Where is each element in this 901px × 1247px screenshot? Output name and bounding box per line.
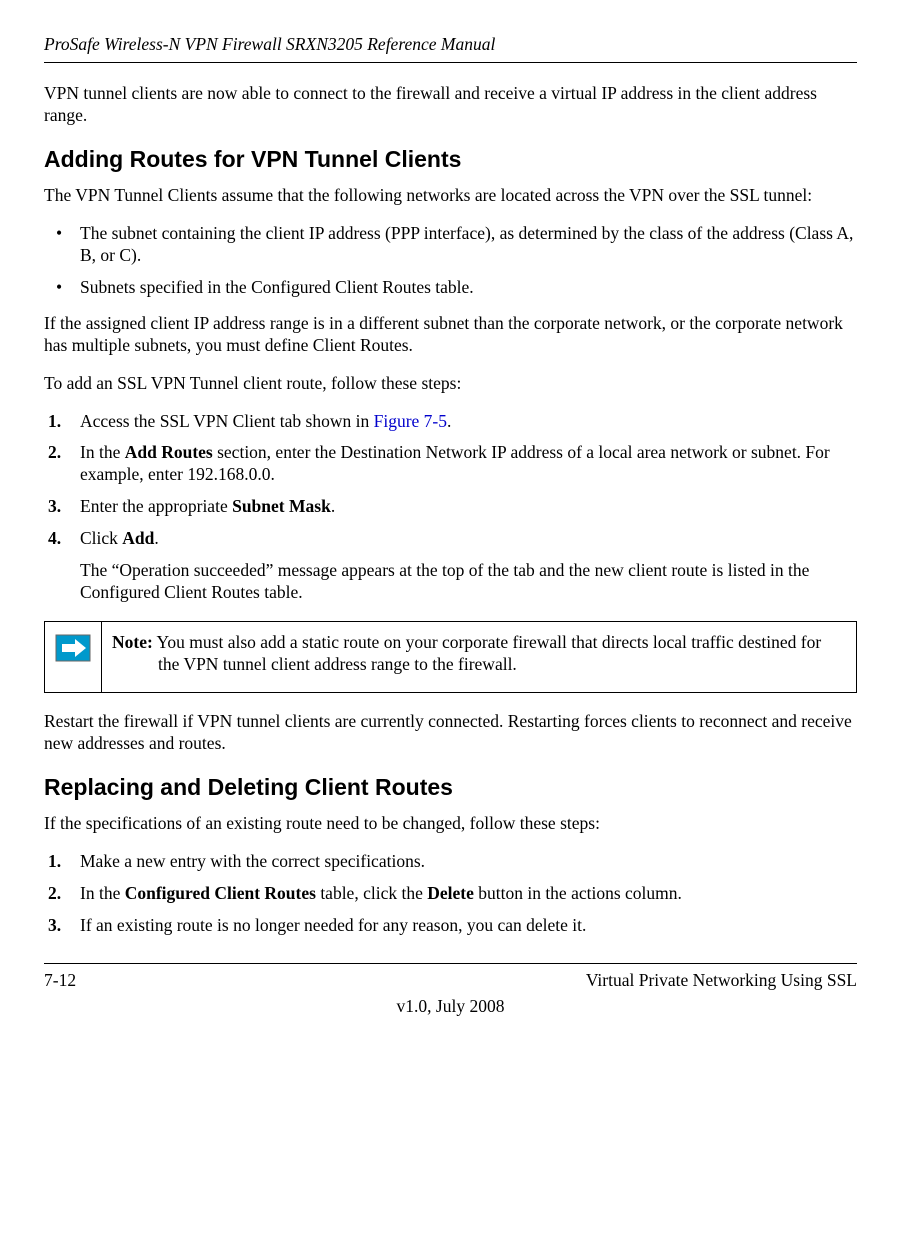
note-arrow-icon [55, 634, 91, 662]
step-text: Enter the appropriate [80, 496, 232, 516]
note-callout: Note: You must also add a static route o… [44, 621, 857, 693]
section-heading-adding-routes: Adding Routes for VPN Tunnel Clients [44, 145, 857, 174]
step-item: In the Configured Client Routes table, c… [44, 883, 857, 905]
list-item: Subnets specified in the Configured Clie… [44, 277, 857, 299]
step-text: . [154, 528, 158, 548]
page-number: 7-12 [44, 970, 76, 992]
ui-term: Add [122, 528, 154, 548]
intro-paragraph: VPN tunnel clients are now able to conne… [44, 83, 857, 127]
section1-para4: Restart the firewall if VPN tunnel clien… [44, 711, 857, 755]
step-text: button in the actions column. [474, 883, 682, 903]
step-item: If an existing route is no longer needed… [44, 915, 857, 937]
section1-para1: The VPN Tunnel Clients assume that the f… [44, 185, 857, 207]
page-footer: 7-12 Virtual Private Networking Using SS… [44, 963, 857, 1018]
chapter-title: Virtual Private Networking Using SSL [586, 970, 857, 992]
manual-title: ProSafe Wireless-N VPN Firewall SRXN3205… [44, 34, 495, 54]
section1-para2: If the assigned client IP address range … [44, 313, 857, 357]
step-text: In the [80, 442, 125, 462]
section1-bullet-list: The subnet containing the client IP addr… [44, 223, 857, 299]
doc-version: v1.0, July 2008 [44, 996, 857, 1018]
step-text: . [447, 411, 451, 431]
step-text: Access the SSL VPN Client tab shown in [80, 411, 374, 431]
step-item: Click Add. The “Operation succeeded” mes… [44, 528, 857, 604]
list-item: The subnet containing the client IP addr… [44, 223, 857, 267]
section2-para1: If the specifications of an existing rou… [44, 813, 857, 835]
section2-steps: Make a new entry with the correct specif… [44, 851, 857, 937]
note-text: Note: You must also add a static route o… [102, 622, 856, 692]
note-label: Note: [112, 632, 153, 652]
step-text: In the [80, 883, 125, 903]
ui-term: Add Routes [125, 442, 213, 462]
section-heading-replacing-routes: Replacing and Deleting Client Routes [44, 773, 857, 802]
step-text: . [331, 496, 335, 516]
section1-steps: Access the SSL VPN Client tab shown in F… [44, 411, 857, 604]
ui-term: Subnet Mask [232, 496, 331, 516]
ui-term: Configured Client Routes [125, 883, 316, 903]
running-header: ProSafe Wireless-N VPN Firewall SRXN3205… [44, 34, 857, 63]
figure-link[interactable]: Figure 7-5 [374, 411, 447, 431]
step-text: Click [80, 528, 122, 548]
step-sub-paragraph: The “Operation succeeded” message appear… [80, 560, 857, 604]
step-item: Access the SSL VPN Client tab shown in F… [44, 411, 857, 433]
note-body: You must also add a static route on your… [153, 632, 821, 674]
note-icon-cell [45, 622, 102, 692]
step-item: Enter the appropriate Subnet Mask. [44, 496, 857, 518]
step-item: In the Add Routes section, enter the Des… [44, 442, 857, 486]
ui-term: Delete [427, 883, 474, 903]
section1-para3: To add an SSL VPN Tunnel client route, f… [44, 373, 857, 395]
step-text: table, click the [316, 883, 427, 903]
step-item: Make a new entry with the correct specif… [44, 851, 857, 873]
